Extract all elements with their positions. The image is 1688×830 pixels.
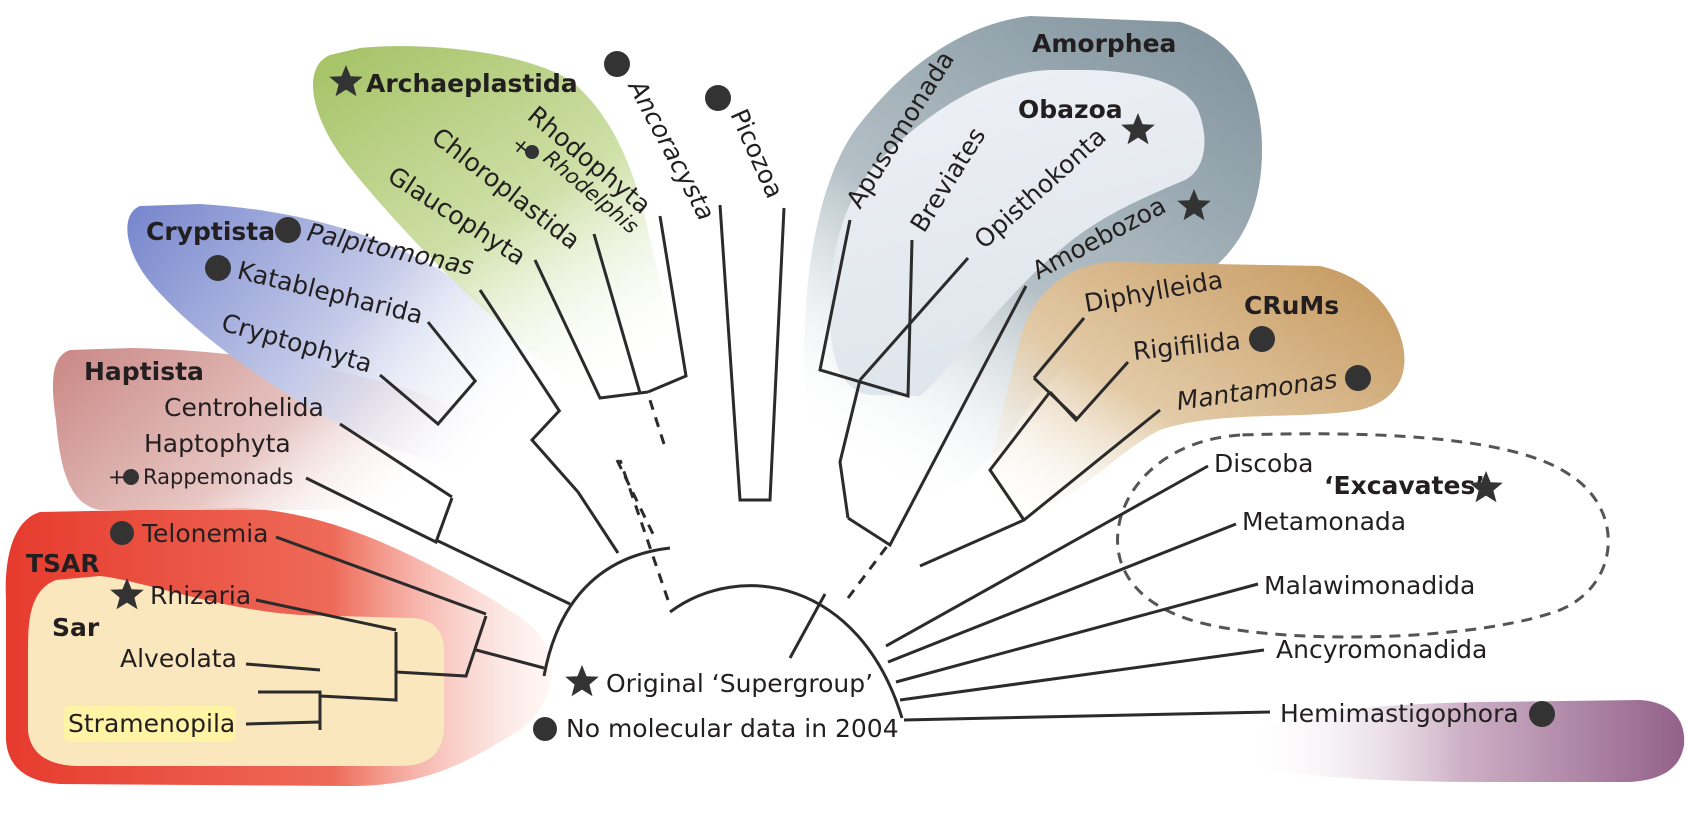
branch-hemimastigophora — [903, 710, 1271, 722]
branch-cryptista-stem — [576, 491, 620, 554]
group-label-sar: Sar — [52, 613, 100, 642]
taxon-stramenopila: Stramenopila — [68, 709, 235, 738]
branch-sar-joint — [319, 632, 398, 702]
crums-region — [989, 262, 1405, 513]
branch-centrohelida — [339, 422, 453, 499]
legend-star-label: Original ‘Supergroup’ — [606, 669, 873, 698]
dot-icon — [604, 51, 630, 77]
dash-archaeplastida — [646, 393, 666, 445]
dot-icon — [1345, 365, 1371, 391]
star-icon — [565, 665, 599, 697]
taxon-metamonada: Metamonada — [1242, 507, 1406, 536]
rappemonads-prefix: + — [108, 465, 126, 489]
branch-stramenopila — [245, 720, 321, 726]
root-arc-outer — [542, 546, 671, 677]
dot-icon — [1529, 701, 1555, 727]
taxon-ancyromonadida: Ancyromonadida — [1276, 635, 1487, 664]
branch-haptista-stem — [435, 538, 571, 606]
hemimastigophora-region — [1240, 700, 1685, 782]
branch-discoba — [885, 464, 1209, 648]
branch-diphylleida-join — [1032, 376, 1078, 420]
dot-icon — [1249, 326, 1275, 352]
dot-icon — [123, 469, 139, 485]
dot-icon — [110, 521, 134, 545]
branch-telonemia — [275, 535, 487, 616]
obazoa-region — [830, 70, 1205, 396]
branch-katablepharida — [426, 321, 478, 383]
dot-icon — [205, 255, 231, 281]
taxon-hemimastigophora: Hemimastigophora — [1280, 699, 1519, 728]
branch-ancoracysta-picozoa — [718, 204, 786, 502]
stem-center — [788, 593, 827, 659]
excavates-outline — [1116, 432, 1610, 639]
taxon-haptophyta: Haptophyta — [144, 429, 291, 458]
dot-icon — [705, 85, 731, 111]
branch-malawimonadida — [895, 582, 1259, 684]
group-label-tsar: TSAR — [26, 549, 100, 578]
branch-haptophyta — [305, 476, 454, 545]
branch-ancyromonadida — [899, 648, 1265, 702]
group-label-amorphea: Amorphea — [1032, 29, 1176, 58]
archaeplastida-region — [312, 46, 698, 433]
taxon-rappemonads: Rappemonads — [143, 465, 293, 489]
dash-cryptista — [615, 459, 656, 537]
group-label-archaeplastida: Archaeplastida — [366, 69, 578, 98]
legend: Original ‘Supergroup’ No molecular data … — [533, 665, 899, 743]
branch-rhodophyta — [647, 215, 688, 394]
dot-icon — [525, 145, 539, 159]
taxon-telonemia: Telonemia — [141, 519, 269, 548]
branch-alv-joint — [258, 690, 322, 730]
taxon-centrohelida: Centrohelida — [164, 393, 324, 422]
branch-cryptophyta — [379, 373, 478, 427]
dot-icon — [275, 217, 301, 243]
taxon-malawimonadida: Malawimonadida — [1264, 571, 1475, 600]
branch-tsar-joint — [395, 615, 488, 678]
group-label-excavates: ‘Excavates’ — [1324, 471, 1485, 500]
branch-chloroplastida — [592, 233, 642, 394]
dash-root-left — [618, 459, 670, 601]
group-label-cryptista: Cryptista — [146, 217, 275, 246]
branch-glaucophyta — [533, 259, 649, 400]
dot-icon — [533, 717, 557, 741]
group-label-crums: CRuMs — [1244, 291, 1339, 320]
branch-tsar-stem — [475, 648, 545, 670]
branch-metamonada — [887, 522, 1237, 664]
branch-palpitomonas — [478, 289, 562, 413]
branch-amoebozoa — [847, 285, 1028, 548]
branch-alveolata — [245, 662, 321, 672]
group-label-obazoa: Obazoa — [1018, 95, 1123, 124]
group-label-haptista: Haptista — [84, 357, 204, 386]
stramenopila-highlight — [64, 706, 236, 742]
taxon-picozoa: Picozoa — [725, 105, 790, 203]
branch-diphylleida — [1032, 317, 1086, 379]
branch-opisthokonta — [858, 257, 970, 381]
branch-obazoa-stem — [838, 379, 862, 519]
taxon-alveolata: Alveolata — [120, 644, 237, 673]
branch-apuso-brev — [818, 219, 914, 398]
cryptista-region — [127, 204, 590, 480]
branch-cryptista-joint — [529, 408, 580, 493]
taxon-rhizaria: Rhizaria — [150, 581, 251, 610]
dash-amorphea — [846, 544, 890, 599]
root-arc-inner — [669, 584, 904, 719]
legend-dot-label: No molecular data in 2004 — [566, 714, 899, 743]
branch-rhizaria — [255, 598, 397, 632]
branch-mantamonas — [919, 408, 1161, 568]
branch-crums-joint — [988, 391, 1052, 521]
taxon-discoba: Discoba — [1214, 449, 1313, 478]
